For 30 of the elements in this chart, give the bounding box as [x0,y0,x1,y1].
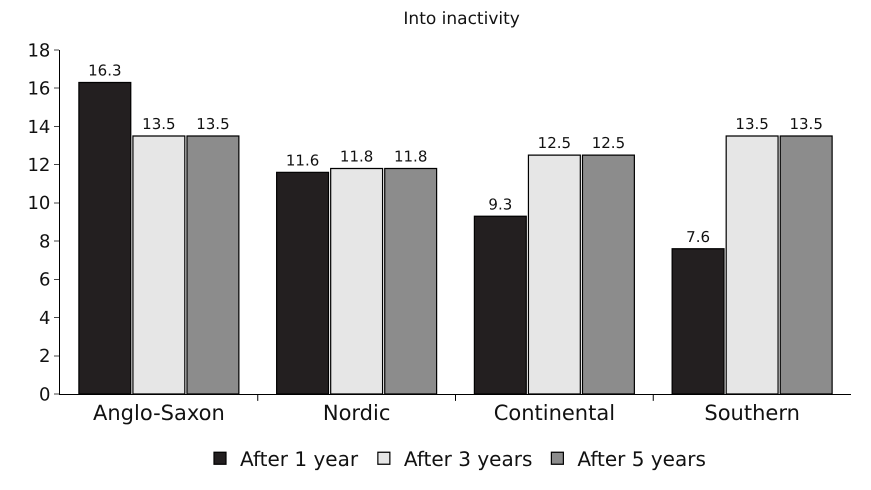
data-label: 13.5 [196,115,230,133]
y-tick-label: 0 [38,384,50,406]
y-tick-label: 12 [27,154,50,176]
data-label: 12.5 [538,134,572,152]
data-label: 16.3 [88,61,122,80]
y-tick-label: 16 [27,78,50,100]
data-label: 12.5 [592,134,626,152]
chart-title: Into inactivity [403,9,520,30]
data-label: 11.6 [286,151,320,170]
data-label: 7.6 [686,228,710,246]
x-tick-label: Nordic [322,401,390,426]
data-label: 9.3 [488,195,512,214]
y-tick-label: 10 [27,193,50,214]
x-tick-label: Continental [494,401,616,426]
data-label: 13.5 [735,115,769,133]
y-tick-label: 18 [27,40,50,62]
data-label: 13.5 [142,115,176,133]
y-tick-label: 2 [38,346,50,368]
data-label: 11.8 [340,147,374,166]
y-tick-label: 6 [38,270,50,291]
data-label: 13.5 [789,115,823,133]
y-tick-label: 14 [27,116,50,138]
legend-label: After 1 year [240,447,359,472]
y-tick-label: 4 [38,308,50,329]
legend-label: After 5 years [577,447,706,472]
x-tick-label: Southern [704,401,800,426]
x-tick-label: Anglo-Saxon [92,401,225,426]
y-tick-label: 8 [38,231,50,252]
data-label: 11.8 [394,147,428,166]
legend-label: After 3 years [404,447,532,472]
